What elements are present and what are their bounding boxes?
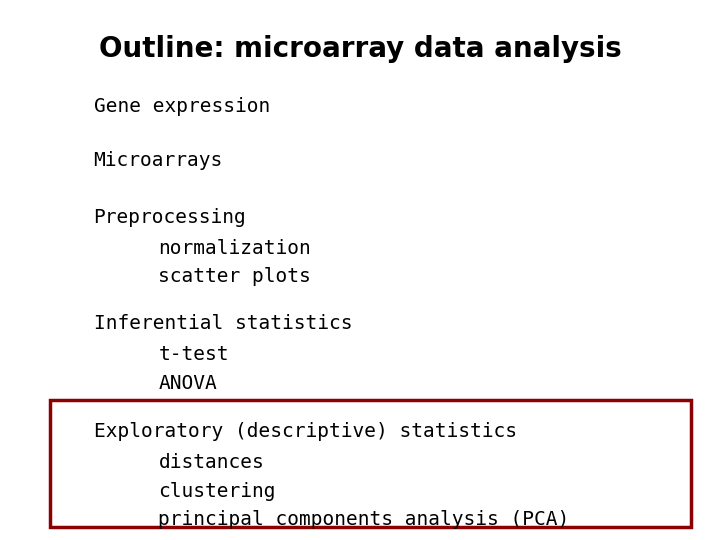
- Text: Exploratory (descriptive) statistics: Exploratory (descriptive) statistics: [94, 422, 517, 441]
- Text: ANOVA: ANOVA: [158, 374, 217, 393]
- Text: Preprocessing: Preprocessing: [94, 208, 246, 227]
- Text: Microarrays: Microarrays: [94, 151, 223, 170]
- Text: Inferential statistics: Inferential statistics: [94, 314, 352, 333]
- Bar: [50, 400, 691, 526]
- Text: principal components analysis (PCA): principal components analysis (PCA): [158, 510, 570, 529]
- Text: distances: distances: [158, 453, 264, 471]
- Text: scatter plots: scatter plots: [158, 267, 311, 286]
- Text: normalization: normalization: [158, 239, 311, 258]
- Text: clustering: clustering: [158, 482, 276, 501]
- Text: Outline: microarray data analysis: Outline: microarray data analysis: [99, 35, 621, 63]
- Text: t-test: t-test: [158, 345, 229, 363]
- Text: Gene expression: Gene expression: [94, 97, 270, 116]
